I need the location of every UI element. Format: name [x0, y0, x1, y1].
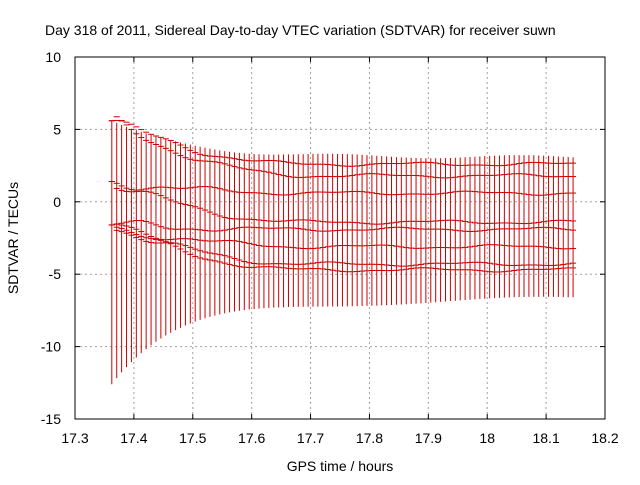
x-tick-label: 18: [479, 430, 495, 446]
x-tick-label: 18.1: [532, 430, 559, 446]
y-tick-label: 10: [45, 49, 61, 65]
y-axis-title: SDTVAR / TECUs: [5, 182, 21, 294]
y-tick-label: 5: [53, 121, 61, 137]
x-tick-label: 17.5: [179, 430, 206, 446]
tick-layer: 17.3 17.4 17.5 17.6 17.7 17.8 17.9 18 18.1 18.2 10…: [41, 49, 619, 446]
x-tick-label: 18.2: [591, 430, 618, 446]
y-tick-label: -10: [41, 339, 61, 355]
plot-frame: [74, 56, 606, 420]
x-tick-label: 17.7: [297, 430, 324, 446]
x-tick-label: 17.4: [120, 430, 147, 446]
y-tick-label: -5: [49, 266, 62, 282]
x-tick-label: 17.8: [356, 430, 383, 446]
x-axis-title: GPS time / hours: [287, 458, 394, 474]
grid-layer: [75, 57, 605, 419]
axis-layer: [74, 56, 606, 420]
x-tick-label: 17.6: [238, 430, 265, 446]
y-tick-label: 0: [53, 194, 61, 210]
x-tick-label: 17.3: [61, 430, 88, 446]
x-tick-label: 17.9: [415, 430, 442, 446]
series-layer: [108, 116, 577, 385]
y-tick-label: -15: [41, 411, 61, 427]
chart-title: Day 318 of 2011, Sidereal Day-to-day VTE…: [45, 22, 556, 38]
